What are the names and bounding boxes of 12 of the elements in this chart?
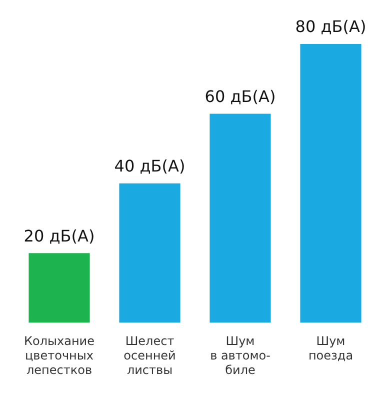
bar bbox=[300, 44, 362, 323]
data-label: 20 дБ(А) bbox=[24, 226, 95, 246]
x-tick-label: Колыхание цветочных лепестков bbox=[24, 334, 94, 377]
bar bbox=[28, 253, 90, 323]
x-tick-label: Шум поезда bbox=[308, 334, 354, 363]
data-label: 80 дБ(А) bbox=[295, 17, 366, 36]
data-label: 40 дБ(А) bbox=[114, 156, 186, 176]
bar bbox=[119, 183, 180, 323]
data-label: 60 дБ(А) bbox=[204, 86, 276, 106]
x-tick-label: Шелест осенней листвы bbox=[124, 334, 176, 377]
bar bbox=[210, 114, 271, 323]
x-tick-label: Шум в автомо- биле bbox=[210, 334, 270, 377]
